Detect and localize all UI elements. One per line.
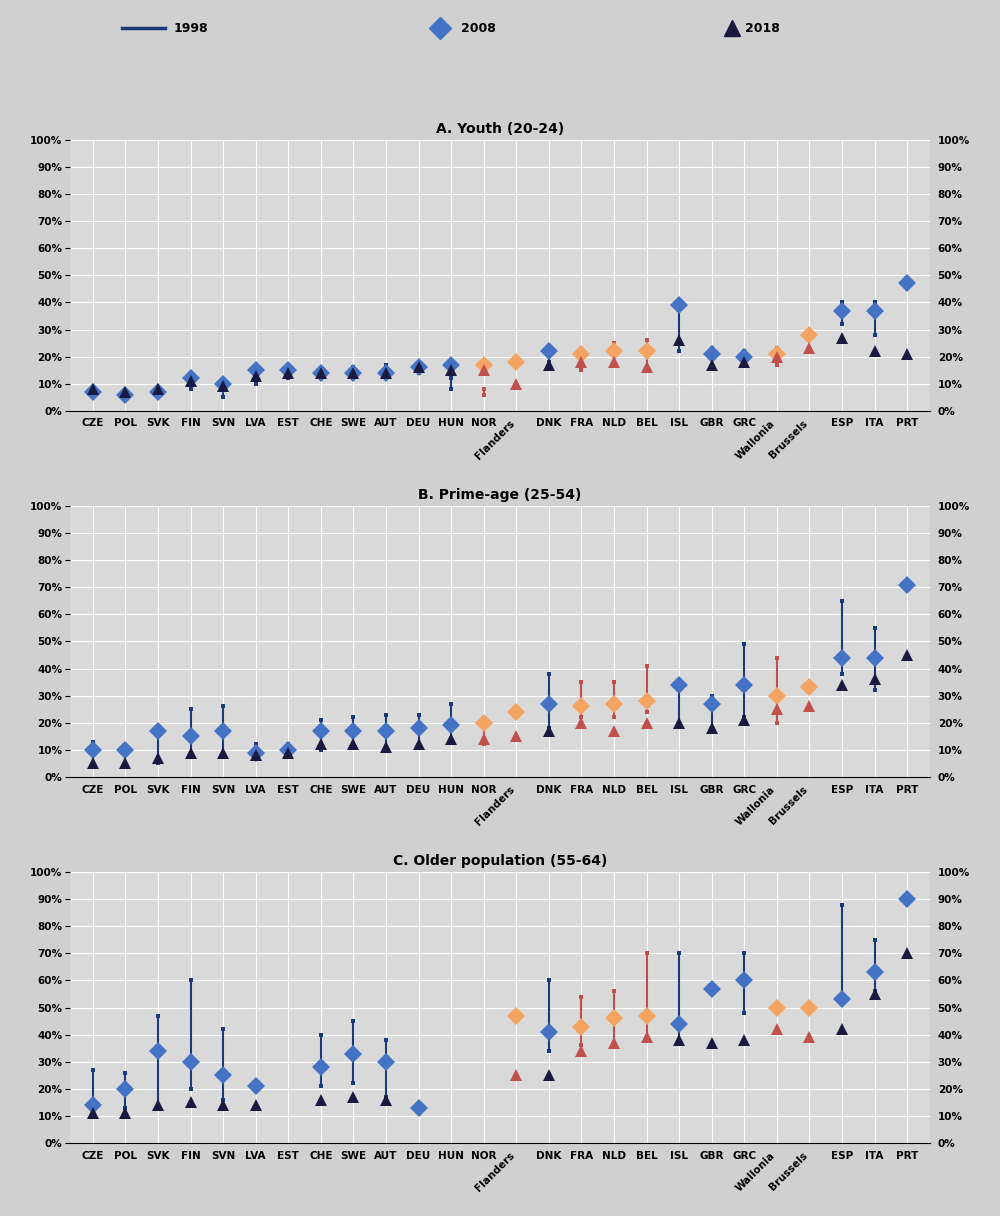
Title: A. Youth (20-24): A. Youth (20-24)	[436, 122, 564, 136]
Text: 2008: 2008	[461, 22, 496, 35]
Text: 1998: 1998	[173, 22, 208, 35]
Title: C. Older population (55-64): C. Older population (55-64)	[393, 854, 607, 868]
Text: 2018: 2018	[745, 22, 780, 35]
Title: B. Prime-age (25-54): B. Prime-age (25-54)	[418, 488, 582, 502]
